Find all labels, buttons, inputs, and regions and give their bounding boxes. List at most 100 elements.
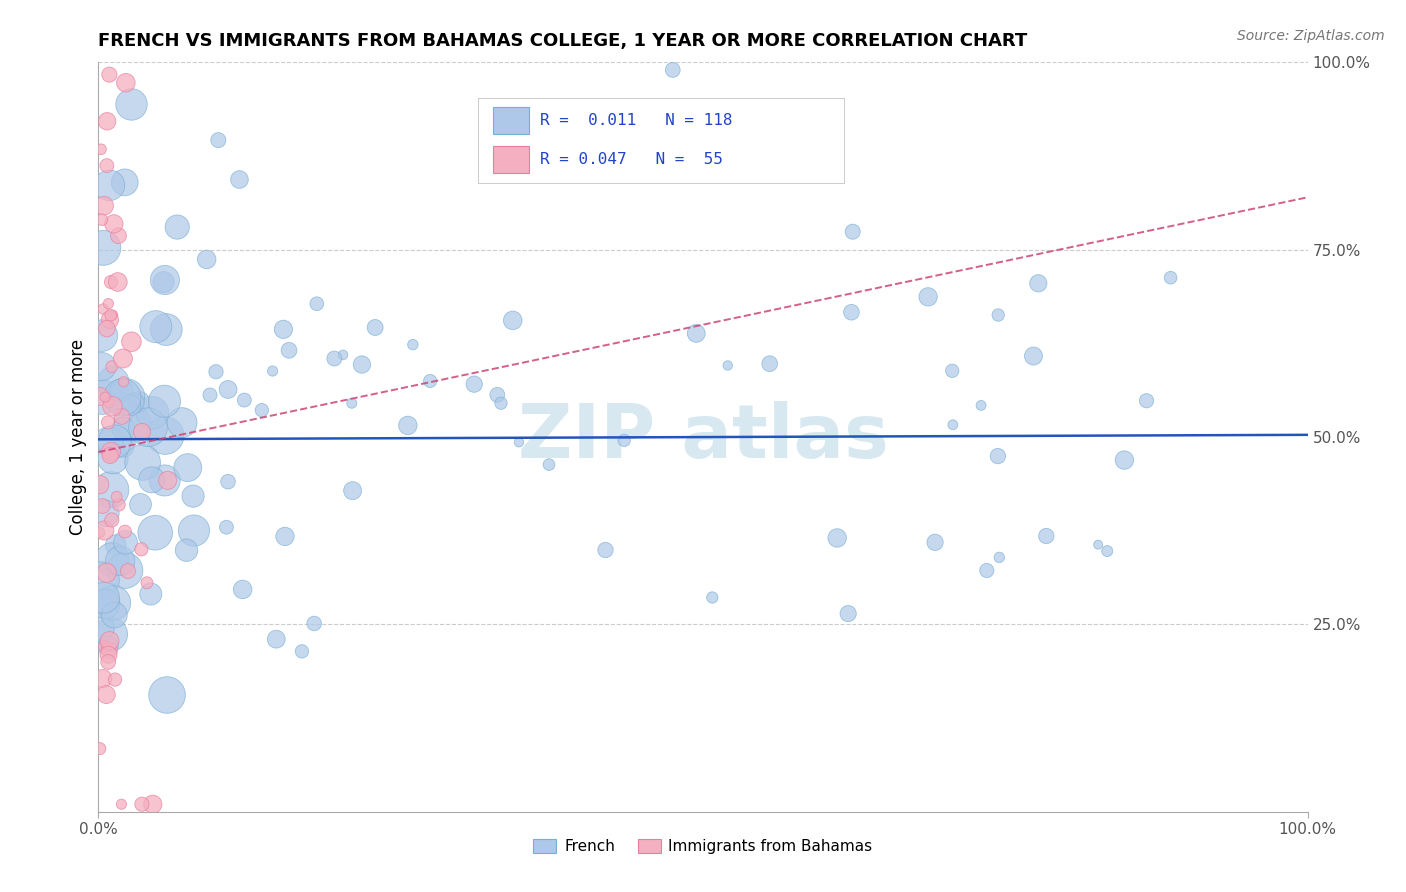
Point (613, 434, 636, 448)
Point (153, 394, 176, 409)
Point (233, 393, 256, 408)
Point (141, 473, 163, 487)
Point (91, 390, 114, 404)
Point (121, 417, 143, 431)
Point (177, 460, 200, 475)
Point (136, 575, 159, 590)
Point (98, 434, 121, 448)
Point (100, 483, 122, 497)
Point (97, 639, 120, 653)
Point (122, 396, 145, 410)
Point (166, 220, 188, 235)
Point (96, 159, 118, 173)
Point (195, 252, 218, 267)
Point (97, 648, 120, 662)
Point (402, 337, 425, 351)
Point (100, 275, 122, 289)
Point (145, 319, 167, 334)
Point (101, 399, 124, 413)
Point (91, 499, 114, 513)
Point (486, 388, 509, 402)
Point (121, 97, 143, 112)
Point (93, 591, 115, 605)
Text: FRENCH VS IMMIGRANTS FROM BAHAMAS COLLEGE, 1 YEAR OR MORE CORRELATION CHART: FRENCH VS IMMIGRANTS FROM BAHAMAS COLLEG… (98, 32, 1028, 50)
Point (91, 212, 114, 227)
Point (128, 394, 150, 409)
Text: Source: ZipAtlas.com: Source: ZipAtlas.com (1237, 29, 1385, 43)
Point (101, 308, 124, 322)
Point (98, 634, 121, 648)
Point (129, 498, 152, 512)
Point (101, 451, 124, 466)
Point (153, 428, 176, 442)
Point (94, 390, 117, 404)
Point (685, 326, 707, 341)
Point (924, 535, 946, 549)
Point (176, 543, 198, 558)
Point (89, 741, 111, 756)
Point (152, 275, 174, 289)
Point (419, 374, 441, 388)
Point (153, 474, 176, 488)
Point (970, 398, 993, 412)
Point (98, 178, 121, 193)
Point (131, 455, 153, 469)
Point (100, 308, 122, 322)
Y-axis label: College, 1 year or more: College, 1 year or more (69, 339, 87, 535)
Point (107, 275, 129, 289)
Point (595, 543, 617, 558)
Point (97, 655, 120, 669)
Point (112, 422, 135, 436)
Point (100, 627, 122, 641)
Point (103, 596, 125, 610)
Point (489, 396, 512, 410)
Point (104, 673, 127, 687)
Point (198, 388, 221, 402)
Point (323, 351, 346, 366)
Point (89, 525, 111, 540)
Point (841, 305, 863, 319)
Point (139, 587, 162, 601)
Point (332, 348, 354, 362)
Point (107, 228, 129, 243)
Point (89, 621, 111, 635)
Point (96, 114, 118, 128)
Point (825, 531, 848, 545)
Point (89, 477, 111, 491)
Point (96, 321, 118, 335)
Point (120, 334, 142, 349)
Text: R = 0.047   N =  55: R = 0.047 N = 55 (540, 152, 723, 167)
Point (114, 563, 136, 577)
Point (350, 358, 373, 372)
Point (91, 301, 114, 316)
Point (108, 498, 131, 512)
Point (537, 458, 560, 472)
Point (841, 225, 863, 239)
Point (93, 524, 115, 538)
Point (96, 566, 118, 580)
Point (98, 68, 121, 82)
Point (98, 313, 121, 327)
Point (131, 797, 153, 812)
Point (266, 632, 288, 647)
Point (105, 490, 128, 504)
Point (305, 297, 328, 311)
Point (758, 357, 780, 371)
Point (104, 538, 127, 552)
Point (97, 416, 120, 430)
Point (94, 597, 117, 611)
Point (90, 574, 112, 588)
Point (90, 328, 112, 343)
Point (183, 524, 205, 538)
Point (101, 359, 124, 374)
Point (1160, 270, 1182, 285)
Point (232, 582, 254, 597)
Point (917, 290, 939, 304)
Point (942, 417, 965, 432)
Point (115, 76, 138, 90)
Point (110, 383, 132, 397)
Point (101, 376, 124, 390)
Legend: French, Immigrants from Bahamas: French, Immigrants from Bahamas (527, 832, 879, 860)
Point (101, 513, 124, 527)
Point (111, 351, 134, 366)
